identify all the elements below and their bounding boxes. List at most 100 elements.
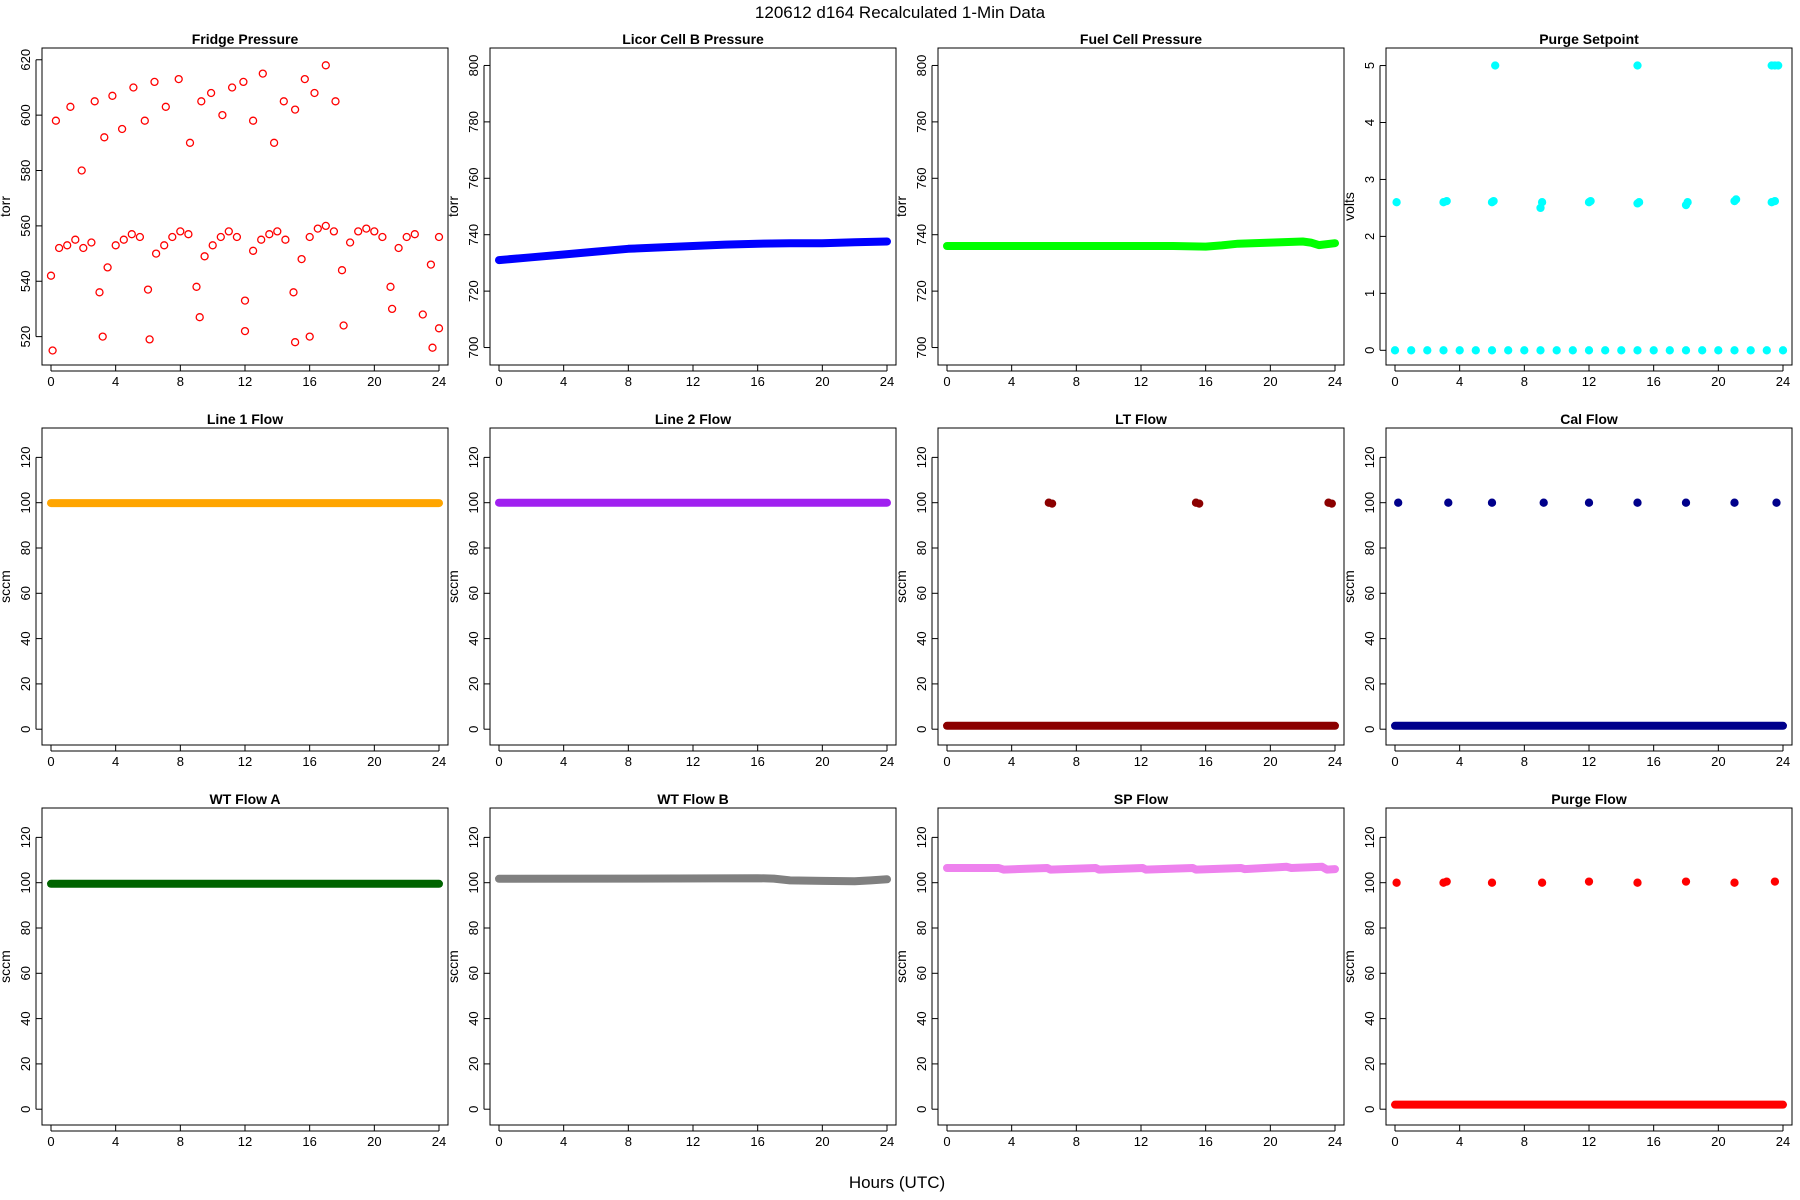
panel-fridge-pressure-plot-area: [46, 61, 444, 355]
panel-wt-flow-a-ytick-label: 120: [18, 827, 33, 849]
panel-fridge-pressure-series-2-point: [161, 102, 170, 111]
panel-purge-flow-series-2-point: [1487, 878, 1497, 887]
panel-wt-flow-a-xtick-label: 20: [367, 1134, 381, 1149]
panel-purge-setpoint-xtick-label: 12: [1582, 374, 1596, 389]
panel-purge-setpoint-series-2-point: [1537, 198, 1547, 207]
panel-fridge-pressure-series-1-point: [370, 227, 379, 236]
panel-line-1-flow-ytick-label: 120: [18, 447, 33, 469]
panel-line-1-flow-xtick-label: 8: [177, 754, 184, 769]
panel-line-2-flow-ytick-label: 60: [466, 586, 481, 600]
panel-purge-flow-ylabel: sccm: [1341, 950, 1357, 983]
panel-sp-flow-xtick-label: 0: [943, 1134, 950, 1149]
panel-purge-setpoint-xtick-label: 0: [1391, 374, 1398, 389]
panel-purge-setpoint-series-1-point: [1487, 346, 1497, 355]
panel-sp-flow-xtick-label: 12: [1134, 1134, 1148, 1149]
panel-fridge-pressure-series-2-point: [206, 88, 216, 98]
panel-wt-flow-b-ytick-label: 60: [466, 966, 481, 980]
panel-fridge-pressure-series-2-point: [290, 105, 300, 114]
panel-wt-flow-b: WT Flow B sccm 0 4 8 12 16 20 24 0 20 40 60 80 100 120: [445, 791, 897, 1149]
panel-sp-flow-ytick-label: 80: [914, 921, 929, 935]
panel-purge-flow-ytick-label: 100: [1362, 872, 1377, 894]
panel-purge-setpoint-xtick-label: 16: [1646, 374, 1660, 389]
panel-purge-flow-xtick-label: 0: [1391, 1134, 1398, 1149]
panel-purge-setpoint-xtick-label: 24: [1776, 374, 1790, 389]
panel-purge-flow-series-2-point: [1392, 878, 1401, 887]
panel-fridge-pressure-series-1-point: [257, 235, 266, 244]
panel-line-2-flow-xtick-label: 20: [815, 754, 829, 769]
panel-purge-flow-series-2-point: [1770, 877, 1780, 886]
panel-fridge-pressure-series-3-point: [98, 332, 107, 341]
panel-cal-flow-series-2-point: [1584, 498, 1594, 507]
panel-fridge-pressure-series-1-point: [402, 232, 411, 242]
panel-licor-cell-b-pressure-title: Licor Cell B Pressure: [622, 31, 764, 47]
panel-fridge-pressure-series-2-point: [174, 74, 183, 84]
panel-purge-flow-title: Purge Flow: [1551, 791, 1627, 807]
panel-wt-flow-b-series-1-line: [495, 874, 891, 886]
panel-wt-flow-b-ytick-label: 0: [466, 1106, 481, 1113]
panel-wt-flow-a-xtick-label: 16: [302, 1134, 316, 1149]
panel-fridge-pressure-series-2-point: [331, 97, 340, 106]
panel-licor-cell-b-pressure-ytick-label: 800: [466, 55, 481, 77]
panel-fridge-pressure-ytick-label: 520: [18, 326, 33, 348]
panel-line-2-flow-xtick-label: 0: [495, 754, 502, 769]
panel-lt-flow-ytick-label: 40: [914, 631, 929, 645]
panel-cal-flow-ylabel: sccm: [1341, 570, 1357, 603]
panel-lt-flow-title: LT Flow: [1115, 411, 1167, 427]
panel-fridge-pressure-series-2-point: [108, 91, 117, 100]
panel-fridge-pressure-series-3-point: [428, 343, 437, 352]
panel-fuel-cell-pressure-title: Fuel Cell Pressure: [1080, 31, 1202, 47]
panel-purge-setpoint-series-3-point: [1491, 61, 1500, 70]
panel-lt-flow-ylabel: sccm: [893, 570, 909, 603]
panel-fuel-cell-pressure-xtick-label: 12: [1134, 374, 1148, 389]
panel-purge-setpoint-series-1-point: [1504, 346, 1513, 355]
panel-line-2-flow-ytick-label: 80: [466, 541, 481, 555]
panel-sp-flow-xtick-label: 16: [1198, 1134, 1212, 1149]
panel-fuel-cell-pressure-xtick-label: 8: [1073, 374, 1080, 389]
panel-purge-setpoint-series-1-point: [1714, 346, 1723, 355]
panel-purge-setpoint-ytick-label: 3: [1362, 176, 1377, 183]
panel-fridge-pressure-series-1-point: [329, 227, 339, 236]
panel-fridge-pressure-series-1-point: [410, 230, 419, 239]
panel-fridge-pressure-xtick-label: 20: [367, 374, 381, 389]
panel-cal-flow-series-2-point: [1772, 498, 1781, 507]
panel-line-2-flow-ytick-label: 20: [466, 677, 481, 691]
panel-licor-cell-b-pressure-ytick-label: 700: [466, 337, 481, 359]
panel-fridge-pressure-series-1-point: [79, 243, 88, 253]
panel-purge-setpoint-series-3-point: [1633, 61, 1642, 70]
panel-licor-cell-b-pressure-xtick-label: 20: [815, 374, 829, 389]
panel-line-1-flow: Line 1 Flow sccm 0 4 8 12 16 20 24 0 20 40 60 80 100 12…: [0, 411, 449, 769]
panel-wt-flow-b-xtick-label: 24: [880, 1134, 894, 1149]
panel-fridge-pressure-series-2-point: [248, 116, 258, 125]
panel-licor-cell-b-pressure-xtick-label: 4: [560, 374, 567, 389]
panel-cal-flow-plot-area: [1391, 498, 1787, 730]
panel-fridge-pressure-series-1-point: [232, 232, 242, 242]
panel-line-1-flow-xtick-label: 0: [47, 754, 54, 769]
panel-fridge-pressure-series-1-point: [87, 238, 96, 247]
panel-fuel-cell-pressure-ytick-label: 740: [914, 224, 929, 246]
panel-licor-cell-b-pressure-ytick-label: 720: [466, 280, 481, 302]
panel-wt-flow-a-ytick-label: 20: [18, 1057, 33, 1071]
panel-line-1-flow-ylabel: sccm: [0, 570, 13, 603]
panel-cal-flow-series-2-point: [1539, 498, 1548, 507]
panel-purge-flow-series-2-point: [1681, 877, 1691, 886]
panel-purge-setpoint-series-1-point: [1471, 346, 1480, 355]
panel-purge-setpoint-series-1-point: [1698, 346, 1707, 355]
panel-sp-flow-ytick-label: 60: [914, 966, 929, 980]
panel-cal-flow-ytick-label: 80: [1362, 541, 1377, 555]
panel-licor-cell-b-pressure-ylabel: torr: [445, 196, 461, 217]
panel-fridge-pressure-series-1-point: [394, 243, 403, 253]
panel-purge-setpoint-series-2-point: [1731, 195, 1741, 204]
panel-line-1-flow-xtick-label: 4: [112, 754, 119, 769]
panel-fuel-cell-pressure-ytick-label: 720: [914, 280, 929, 302]
panel-fridge-pressure-series-3-point: [240, 326, 250, 336]
panel-line-1-flow-ytick-label: 0: [18, 726, 33, 733]
panel-fridge-pressure-series-1-point: [151, 249, 161, 258]
panel-fuel-cell-pressure-series-1-line: [943, 237, 1339, 251]
panel-fridge-pressure-xtick-label: 12: [238, 374, 252, 389]
panel-purge-flow-ytick-label: 20: [1362, 1057, 1377, 1071]
panel-cal-flow-ytick-label: 100: [1362, 492, 1377, 514]
panel-cal-flow-xtick-label: 0: [1391, 754, 1398, 769]
